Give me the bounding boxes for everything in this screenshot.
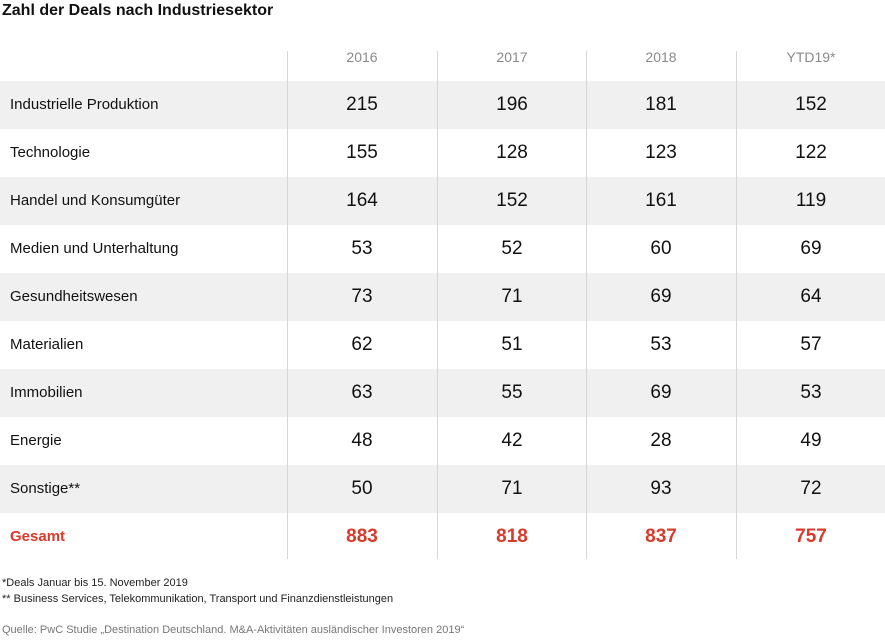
table-cell: 28 (650, 430, 672, 451)
column-header: 2018 (645, 49, 677, 65)
row-label: Industrielle Produktion (10, 96, 159, 113)
total-label: Gesamt (10, 528, 66, 545)
table-cell: 55 (501, 382, 523, 403)
total-cell: 757 (795, 526, 827, 547)
table-cell: 49 (800, 430, 822, 451)
table-cell: 57 (800, 334, 822, 355)
table-cell: 123 (645, 142, 677, 163)
table-cell: 48 (351, 430, 373, 451)
row-label: Technologie (10, 144, 91, 161)
row-label: Gesundheitswesen (10, 288, 138, 305)
total-row: Gesamt 883 818 837 757 (0, 513, 885, 561)
table-cell: 50 (351, 478, 373, 499)
chart-title: Zahl der Deals nach Industriesektor (2, 2, 274, 19)
table-cell: 164 (346, 190, 378, 211)
column-header: 2017 (496, 49, 528, 65)
table-cell: 73 (351, 286, 373, 307)
table-cell: 69 (650, 286, 672, 307)
column-header: YTD19* (786, 49, 836, 65)
table-cell: 64 (800, 286, 822, 307)
table-cell: 60 (650, 238, 672, 259)
header-row: 2016 2017 2018 YTD19* (0, 33, 885, 81)
row-label: Medien und Unterhaltung (10, 240, 179, 257)
table-cell: 42 (501, 430, 523, 451)
column-divider (287, 51, 288, 559)
table-cell: 128 (496, 142, 528, 163)
footnote-2: ** Business Services, Telekommunikation,… (2, 593, 394, 605)
column-divider (437, 51, 438, 559)
row-label: Materialien (10, 336, 84, 353)
table-cell: 196 (496, 94, 528, 115)
column-header: 2016 (346, 49, 378, 65)
row-label: Immobilien (10, 384, 83, 401)
table-cell: 69 (650, 382, 672, 403)
table-cell: 71 (501, 286, 523, 307)
table-cell: 119 (795, 190, 827, 211)
total-cell: 818 (496, 526, 528, 547)
table-cell: 53 (351, 238, 373, 259)
deals-table: 2016 2017 2018 YTD19* Industrielle Produktio… (0, 33, 885, 559)
table-cell: 53 (650, 334, 672, 355)
total-cell: 837 (645, 526, 677, 547)
table-row: Sonstige** 50 71 93 72 (0, 465, 885, 513)
table-cell: 51 (501, 334, 523, 355)
table-cell: 181 (645, 94, 677, 115)
column-divider (736, 51, 737, 559)
table-row: Materialien 62 51 53 57 (0, 321, 885, 369)
table-cell: 63 (351, 382, 373, 403)
table-cell: 161 (645, 190, 677, 211)
table-cell: 62 (351, 334, 373, 355)
table-row: Industrielle Produktion 215 196 181 152 (0, 81, 885, 129)
table-cell: 93 (650, 478, 672, 499)
table-cell: 215 (346, 94, 378, 115)
row-label: Handel und Konsumgüter (10, 192, 181, 209)
table-cell: 155 (346, 142, 378, 163)
table-row: Energie 48 42 28 49 (0, 417, 885, 465)
total-cell: 883 (346, 526, 378, 547)
table-cell: 72 (800, 478, 822, 499)
table-row: Technologie 155 128 123 122 (0, 129, 885, 177)
table-cell: 152 (795, 94, 827, 115)
footnote-1: *Deals Januar bis 15. November 2019 (2, 577, 188, 589)
table-row: Gesundheitswesen 73 71 69 64 (0, 273, 885, 321)
table-cell: 53 (800, 382, 822, 403)
table-row: Medien und Unterhaltung 53 52 60 69 (0, 225, 885, 273)
table-cell: 52 (501, 238, 523, 259)
row-label: Energie (10, 432, 62, 449)
table-cell: 122 (795, 142, 827, 163)
column-divider (586, 51, 587, 559)
table-cell: 71 (501, 478, 523, 499)
row-label: Sonstige** (10, 480, 81, 497)
table-row: Immobilien 63 55 69 53 (0, 369, 885, 417)
table-cell: 69 (800, 238, 822, 259)
table-cell: 152 (496, 190, 528, 211)
source-note: Quelle: PwC Studie „Destination Deutschl… (2, 624, 465, 636)
table-row: Handel und Konsumgüter 164 152 161 119 (0, 177, 885, 225)
